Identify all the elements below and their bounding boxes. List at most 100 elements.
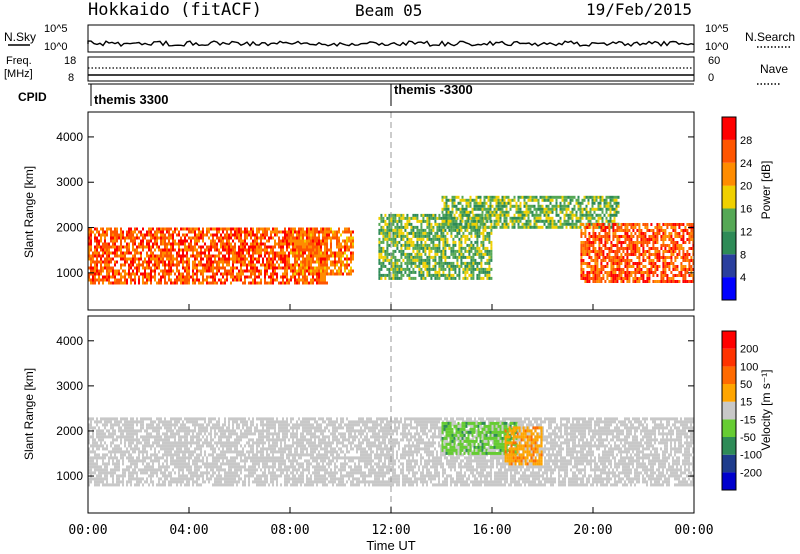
heatmap-cell [242, 257, 244, 261]
heatmap-cell [100, 417, 102, 421]
heatmap-cell [662, 277, 665, 280]
heatmap-cell [96, 260, 98, 264]
heatmap-cell [596, 256, 599, 259]
heatmap-cell [326, 242, 328, 246]
heatmap-cell [438, 237, 441, 241]
heatmap-cell [274, 230, 276, 234]
heatmap-cell [676, 280, 679, 283]
heatmap-cell [453, 195, 456, 199]
heatmap-cell [609, 198, 612, 202]
heatmap-cell [308, 230, 310, 234]
heatmap-cell [428, 222, 431, 226]
heatmap-cell [472, 270, 475, 274]
heatmap-cell [447, 225, 450, 229]
heatmap-cell [624, 262, 627, 265]
heatmap-cell [414, 216, 417, 220]
heatmap-cell [459, 213, 462, 217]
heatmap-cell [658, 229, 661, 232]
heatmap-cell [388, 261, 391, 265]
heatmap-cell [210, 248, 212, 252]
heatmap-cell [404, 243, 407, 247]
heatmap-cell [172, 254, 174, 258]
heatmap-cell [352, 242, 354, 246]
heatmap-cell [192, 272, 194, 276]
heatmap-cell [620, 241, 623, 244]
heatmap-cell [477, 225, 480, 229]
heatmap-cell [304, 230, 306, 234]
heatmap-cell [670, 256, 673, 259]
heatmap-cell [192, 266, 194, 270]
heatmap-cell [586, 271, 589, 274]
heatmap-cell [98, 420, 100, 424]
heatmap-cell [124, 453, 126, 457]
heatmap-cell [246, 263, 248, 267]
heatmap-cell [234, 251, 236, 255]
heatmap-cell [446, 255, 449, 259]
heatmap-cell [470, 231, 473, 235]
heatmap-cell [236, 278, 238, 282]
heatmap-cell [615, 204, 618, 208]
heatmap-cell [459, 216, 462, 220]
heatmap-cell [224, 278, 226, 282]
heatmap-cell [656, 253, 659, 256]
heatmap-cell [94, 245, 96, 249]
heatmap-cell [298, 278, 300, 282]
heatmap-cell [298, 242, 300, 246]
heatmap-cell [170, 227, 172, 231]
heatmap-cell [478, 261, 481, 265]
heatmap-cell [170, 263, 172, 267]
heatmap-cell [142, 227, 144, 231]
heatmap-cell [666, 274, 669, 277]
colorbar-tick-label: 16 [740, 204, 752, 216]
heatmap-cell [430, 237, 433, 241]
heatmap-cell [130, 239, 132, 243]
heatmap-cell [346, 260, 348, 264]
heatmap-cell [256, 230, 258, 234]
heatmap-cell [220, 239, 222, 243]
heatmap-cell [477, 207, 480, 211]
heatmap-cell [567, 207, 570, 211]
heatmap-cell [188, 236, 190, 240]
heatmap-cell [110, 453, 112, 457]
heatmap-cell [326, 227, 328, 231]
heatmap-cell [519, 225, 522, 229]
heatmap-cell [104, 453, 106, 457]
heatmap-cell [396, 225, 399, 229]
heatmap-cell [597, 213, 600, 217]
heatmap-cell [216, 230, 218, 234]
heatmap-cell [224, 266, 226, 270]
heatmap-cell [292, 227, 294, 231]
heatmap-cell [290, 269, 292, 273]
heatmap-cell [336, 260, 338, 264]
heatmap-cell [122, 230, 124, 234]
heatmap-cell [408, 219, 411, 223]
heatmap-cell [452, 255, 455, 259]
heatmap-cell [447, 198, 450, 202]
heatmap-cell [148, 275, 150, 279]
heatmap-cell [592, 223, 595, 226]
heatmap-cell [378, 255, 381, 259]
heatmap-cell [594, 235, 597, 238]
heatmap-cell [106, 251, 108, 255]
heatmap-cell [640, 274, 643, 277]
heatmap-cell [484, 213, 487, 217]
heatmap-cell [200, 251, 202, 255]
heatmap-cell [314, 254, 316, 258]
heatmap-cell [472, 255, 475, 259]
heatmap-cell [642, 253, 645, 256]
heatmap-cell [240, 227, 242, 231]
heatmap-cell [646, 268, 649, 271]
heatmap-cell [490, 240, 493, 244]
heatmap-cell [658, 280, 661, 283]
heatmap-cell [136, 236, 138, 240]
heatmap-cell [488, 273, 491, 277]
heatmap-cell [454, 249, 457, 253]
heatmap-cell [455, 204, 458, 208]
heatmap-cell [210, 239, 212, 243]
heatmap-cell [553, 207, 556, 211]
heatmap-cell [280, 266, 282, 270]
heatmap-cell [88, 435, 90, 439]
heatmap-cell [452, 237, 455, 241]
heatmap-cell [455, 225, 458, 229]
heatmap-cell [112, 269, 114, 273]
